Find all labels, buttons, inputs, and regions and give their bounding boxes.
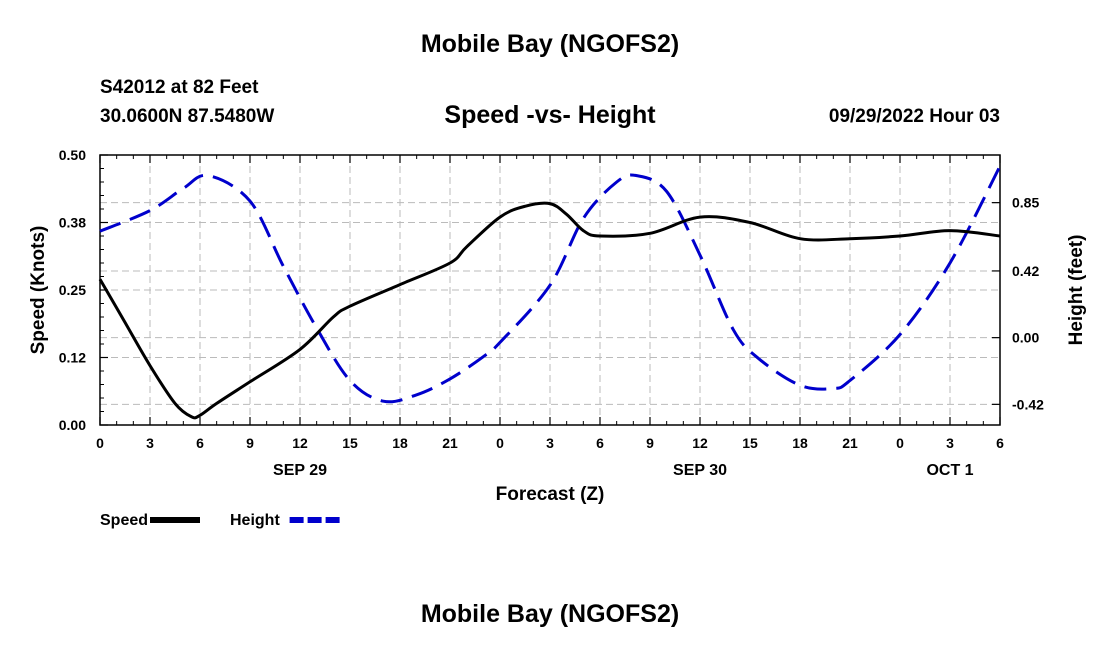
x-tick-label: 3 [946, 435, 954, 451]
series [98, 165, 1002, 420]
date-label: SEP 29 [273, 462, 327, 479]
x-tick-label: 0 [96, 435, 104, 451]
speed-series-line [98, 201, 1001, 420]
x-tick-label: 6 [996, 435, 1004, 451]
x-tick-label: 9 [246, 435, 254, 451]
x-tick-label: 3 [146, 435, 154, 451]
y-right-tick-label: 0.85 [1012, 195, 1039, 211]
y-right-tick-label: 0.00 [1012, 330, 1039, 346]
forecast-datetime: 09/29/2022 Hour 03 [828, 106, 1000, 127]
x-tick-label: 21 [842, 435, 858, 451]
x-tick-label: 6 [596, 435, 604, 451]
y-right-tick-label: -0.42 [1012, 396, 1044, 412]
x-tick-label: 0 [896, 435, 904, 451]
legend-label-height: Height [230, 512, 280, 529]
x-tick-label: 12 [292, 435, 308, 451]
speed-height-chart: 0 3 6 9 12 15 18 21 0 3 6 9 12 15 18 21 0 3 6 SEP 29 SEP 30 O… [28, 147, 1087, 529]
legend-label-speed: Speed [100, 512, 148, 529]
date-label: SEP 30 [673, 462, 727, 479]
x-axis-title: Forecast (Z) [496, 484, 605, 505]
coordinates-label: 30.0600N 87.5480W [100, 106, 275, 127]
height-series-line [99, 165, 1002, 404]
axis-labels: 0 3 6 9 12 15 18 21 0 3 6 9 12 15 18 21 0 3 6 SEP 29 SEP 30 O… [28, 147, 1087, 505]
y-left-tick-label: 0.00 [59, 417, 86, 433]
y-left-tick-label: 0.50 [59, 147, 86, 163]
y-right-tick-label: 0.42 [1012, 263, 1039, 279]
y-right-axis-title: Height (feet) [1066, 235, 1087, 346]
y-left-tick-label: 0.38 [59, 215, 86, 231]
x-tick-label: 12 [692, 435, 708, 451]
station-label: S42012 at 82 Feet [100, 77, 259, 98]
x-tick-label: 15 [342, 435, 358, 451]
x-tick-label: 0 [496, 435, 504, 451]
x-tick-label: 18 [392, 435, 408, 451]
y-left-tick-label: 0.12 [59, 350, 86, 366]
page-title: Mobile Bay (NGOFS2) [420, 30, 680, 58]
x-tick-label: 15 [742, 435, 758, 451]
y-left-axis-title: Speed (Knots) [28, 226, 49, 355]
x-tick-label: 9 [646, 435, 654, 451]
x-tick-label: 3 [546, 435, 554, 451]
x-tick-label: 6 [196, 435, 204, 451]
footer-title: Mobile Bay (NGOFS2) [420, 600, 680, 628]
axis-ticks [99, 154, 1001, 426]
x-tick-label: 18 [792, 435, 808, 451]
y-left-tick-label: 0.25 [59, 282, 86, 298]
x-tick-label: 21 [442, 435, 458, 451]
grid [100, 155, 1000, 425]
chart-title: Speed -vs- Height [444, 101, 656, 129]
legend: Speed Height [100, 512, 340, 529]
date-label: OCT 1 [926, 462, 973, 479]
